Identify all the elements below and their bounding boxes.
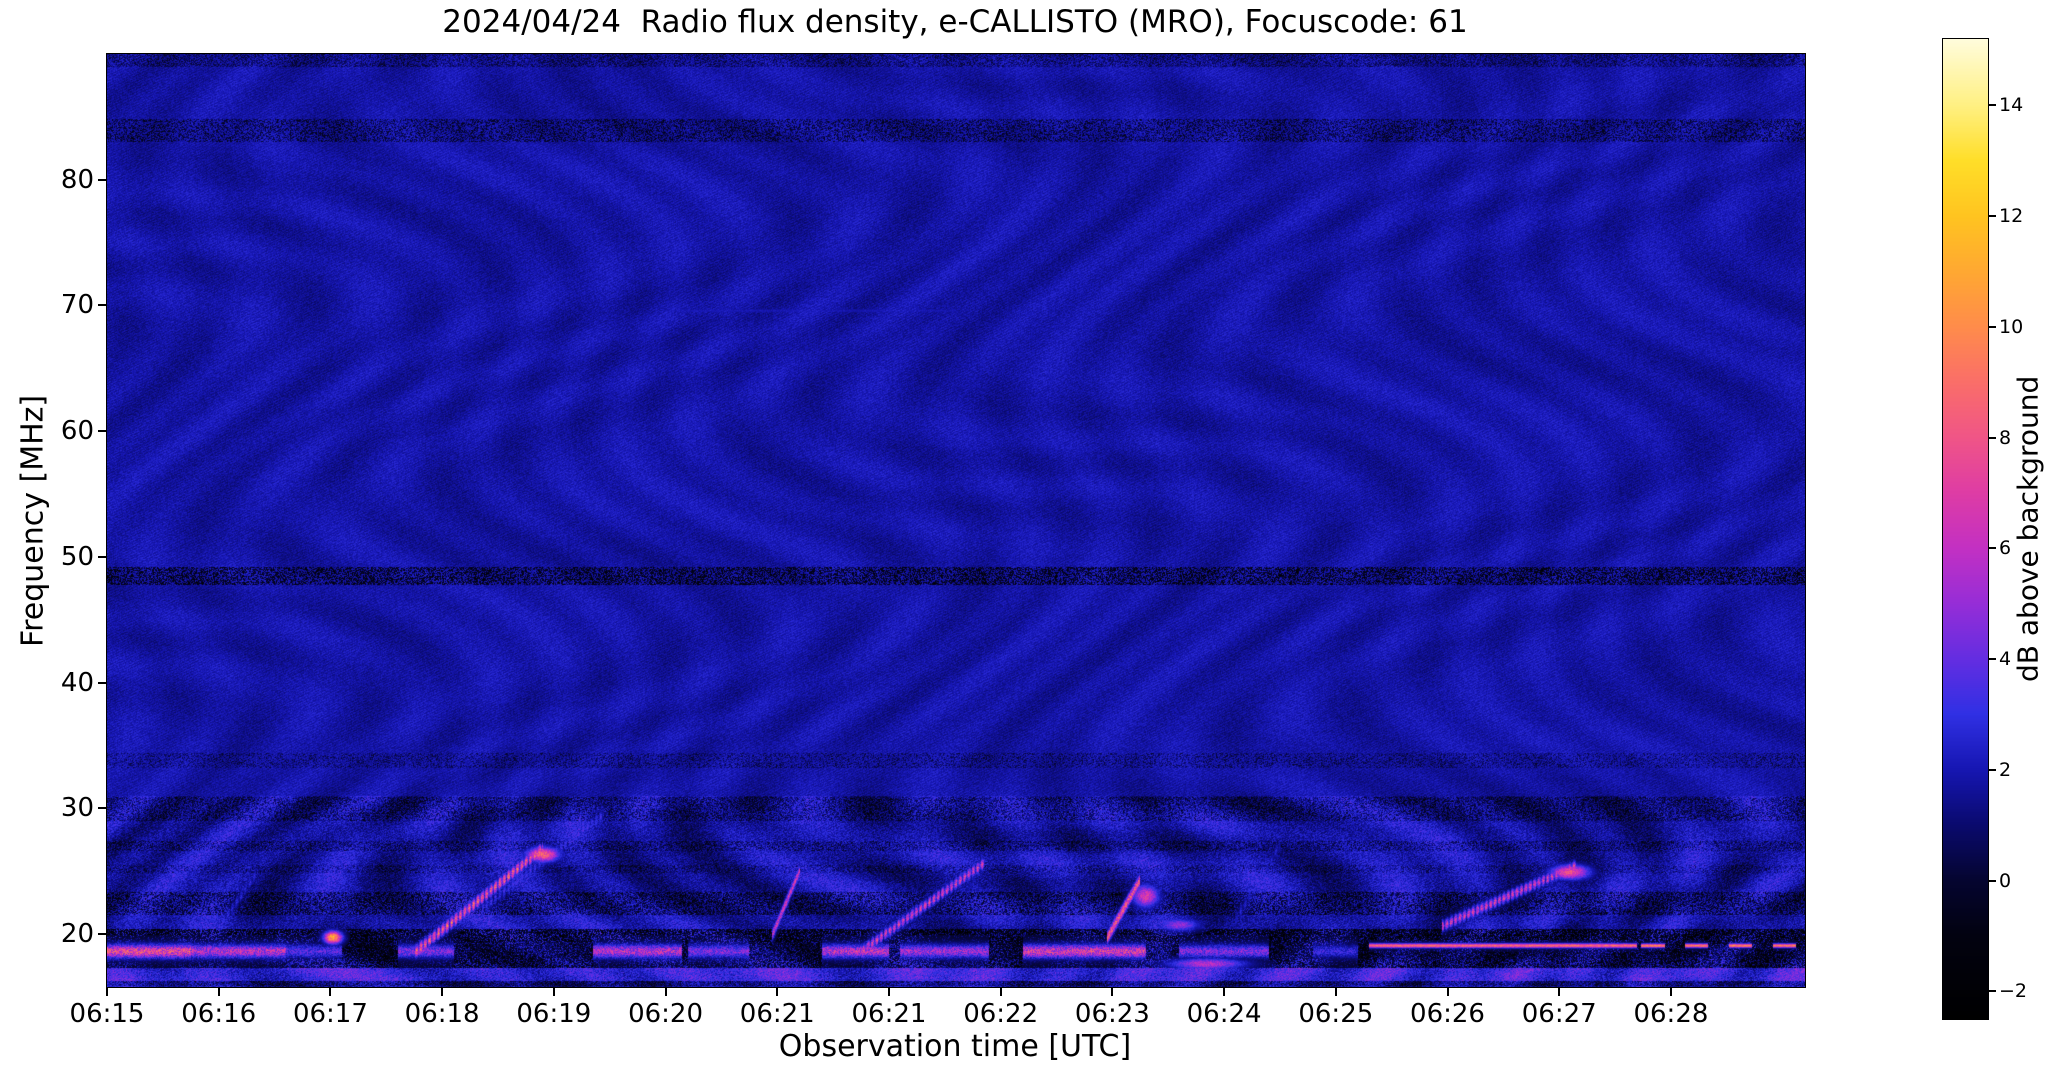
y-tick-mark xyxy=(98,933,106,936)
x-tick-label: 06:24 xyxy=(1186,999,1262,1029)
x-tick-mark xyxy=(1111,987,1114,996)
y-tick-label: 60 xyxy=(60,416,94,447)
x-tick-mark xyxy=(552,987,555,996)
y-tick-mark xyxy=(98,178,106,181)
x-tick-mark xyxy=(1669,987,1672,996)
y-tick-mark xyxy=(98,555,106,558)
x-tick-label: 06:21 xyxy=(739,999,815,1029)
colorbar-tick-mark xyxy=(1989,436,1996,439)
x-tick-mark xyxy=(776,987,779,996)
x-tick-mark xyxy=(1223,987,1226,996)
x-tick-mark xyxy=(887,987,890,996)
colorbar-tick-mark xyxy=(1989,215,1996,218)
colorbar-tick-mark xyxy=(1989,104,1996,107)
x-tick-mark xyxy=(106,987,108,996)
y-tick-label: 80 xyxy=(60,164,94,195)
colorbar-tick-mark xyxy=(1989,990,1996,993)
spectrogram-canvas xyxy=(107,54,1805,987)
colorbar-tick-label: 10 xyxy=(1999,315,2024,338)
x-tick-label: 06:17 xyxy=(292,999,368,1029)
y-tick-mark xyxy=(98,304,106,307)
x-tick-label: 06:28 xyxy=(1633,999,1709,1029)
y-tick-label: 20 xyxy=(60,919,94,950)
x-tick-label: 06:25 xyxy=(1298,999,1374,1029)
x-tick-mark xyxy=(441,987,444,996)
y-tick-mark xyxy=(98,430,106,433)
colorbar-tick-mark xyxy=(1989,547,1996,550)
y-tick-label: 40 xyxy=(60,667,94,698)
colorbar-tick-label: −2 xyxy=(1999,980,2028,1003)
y-tick-mark xyxy=(98,681,106,684)
colorbar-tick-mark xyxy=(1989,325,1996,328)
x-tick-label: 06:20 xyxy=(628,999,704,1029)
colorbar-tick-label: 8 xyxy=(1999,426,2012,449)
x-axis-label: Observation time [UTC] xyxy=(778,1029,1132,1064)
y-tick-label: 70 xyxy=(60,290,94,321)
x-tick-mark xyxy=(664,987,667,996)
y-tick-mark xyxy=(98,807,106,810)
colorbar-tick-label: 2 xyxy=(1999,758,2012,781)
y-tick-label: 30 xyxy=(60,793,94,824)
x-tick-label: 06:19 xyxy=(516,999,592,1029)
x-tick-mark xyxy=(1446,987,1449,996)
x-tick-label: 06:23 xyxy=(1074,999,1150,1029)
x-tick-label: 06:21 xyxy=(851,999,927,1029)
chart-title: 2024/04/24 Radio flux density, e-CALLIST… xyxy=(442,4,1468,40)
y-tick-label: 50 xyxy=(60,541,94,572)
colorbar-tick-label: 12 xyxy=(1999,205,2024,228)
x-tick-label: 06:22 xyxy=(963,999,1039,1029)
x-tick-mark xyxy=(217,987,220,996)
colorbar-tick-label: 6 xyxy=(1999,537,2012,560)
colorbar-gradient xyxy=(1943,39,1988,1019)
x-tick-label: 06:16 xyxy=(181,999,257,1029)
x-tick-label: 06:15 xyxy=(69,999,145,1029)
x-tick-label: 06:18 xyxy=(404,999,480,1029)
x-tick-mark xyxy=(1334,987,1337,996)
colorbar-tick-mark xyxy=(1989,658,1996,661)
x-tick-mark xyxy=(999,987,1002,996)
colorbar-tick-label: 0 xyxy=(1999,869,2012,892)
x-tick-mark xyxy=(329,987,332,996)
colorbar-tick-label: 4 xyxy=(1999,648,2012,671)
x-tick-mark xyxy=(1558,987,1561,996)
colorbar-tick-mark xyxy=(1989,768,1996,771)
colorbar-tick-mark xyxy=(1989,879,1996,882)
colorbar xyxy=(1942,38,1989,1020)
colorbar-tick-label: 14 xyxy=(1999,94,2024,117)
x-tick-label: 06:26 xyxy=(1410,999,1485,1029)
x-tick-label: 06:27 xyxy=(1521,999,1597,1029)
plot-area xyxy=(106,53,1806,988)
